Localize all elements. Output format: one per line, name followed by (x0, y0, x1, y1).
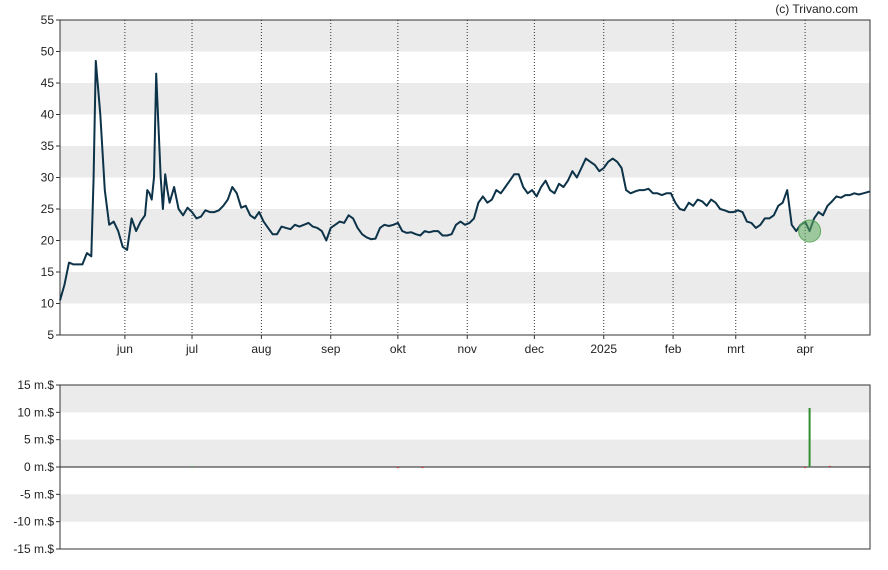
y-tick-label: 30 (41, 171, 55, 185)
x-tick-label: jun (116, 342, 133, 356)
volume-y-axis: 15 m.$ 10 m.$ 5 m.$ 0 m.$ -5 m.$ -10 m.$ -15 m… (13, 378, 871, 556)
x-tick-label: mrt (727, 342, 745, 356)
y-tick-label: 20 (41, 234, 55, 248)
volume-y-tick-label: -10 m.$ (13, 515, 54, 529)
y-tick-label: 45 (41, 76, 55, 90)
price-grid-band (60, 272, 870, 304)
volume-y-tick-label: -5 m.$ (20, 487, 54, 501)
y-tick-label: 40 (41, 108, 55, 122)
volume-bars (191, 407, 831, 469)
y-tick-label: 10 (41, 297, 55, 311)
y-tick-label: 25 (41, 202, 55, 216)
volume-grid-band (60, 494, 870, 522)
volume-y-tick-label: -15 m.$ (13, 542, 54, 556)
price-bands (60, 20, 870, 335)
x-tick-label: sep (321, 342, 341, 356)
credit-label: (c) Trivano.com (775, 2, 858, 16)
trade-marker (798, 219, 822, 243)
price-series (59, 59, 871, 301)
x-tick-label: feb (665, 342, 682, 356)
price-grid-band (60, 83, 870, 115)
price-line (59, 59, 871, 301)
price-x-axis: jun jul aug sep okt nov dec 2025 feb mrt apr (116, 335, 814, 356)
price-grid-band (60, 20, 870, 52)
y-tick-label: 5 (47, 328, 54, 342)
volume-grid-band (60, 439, 870, 467)
volume-grid-band (60, 385, 870, 413)
volume-y-tick-label: 5 m.$ (24, 433, 54, 447)
y-tick-label: 55 (41, 13, 55, 27)
y-tick-label: 50 (41, 45, 55, 59)
x-tick-label: apr (796, 342, 813, 356)
volume-y-tick-label: 10 m.$ (17, 405, 54, 419)
x-tick-label: nov (458, 342, 477, 356)
y-tick-label: 15 (41, 265, 55, 279)
x-tick-label: aug (251, 342, 271, 356)
x-tick-label: jul (185, 342, 198, 356)
x-tick-label: dec (525, 342, 544, 356)
volume-y-tick-label: 15 m.$ (17, 378, 54, 392)
volume-y-tick-label: 0 m.$ (24, 460, 54, 474)
price-markers (798, 219, 822, 243)
y-tick-label: 35 (41, 139, 55, 153)
volume-plot-frame (59, 384, 871, 550)
x-tick-label: 2025 (590, 342, 617, 356)
price-grid-band (60, 146, 870, 178)
x-tick-label: okt (390, 342, 407, 356)
price-plot-frame (59, 19, 871, 336)
price-y-axis: 5 10 15 20 25 30 35 40 45 50 55 (41, 13, 871, 342)
